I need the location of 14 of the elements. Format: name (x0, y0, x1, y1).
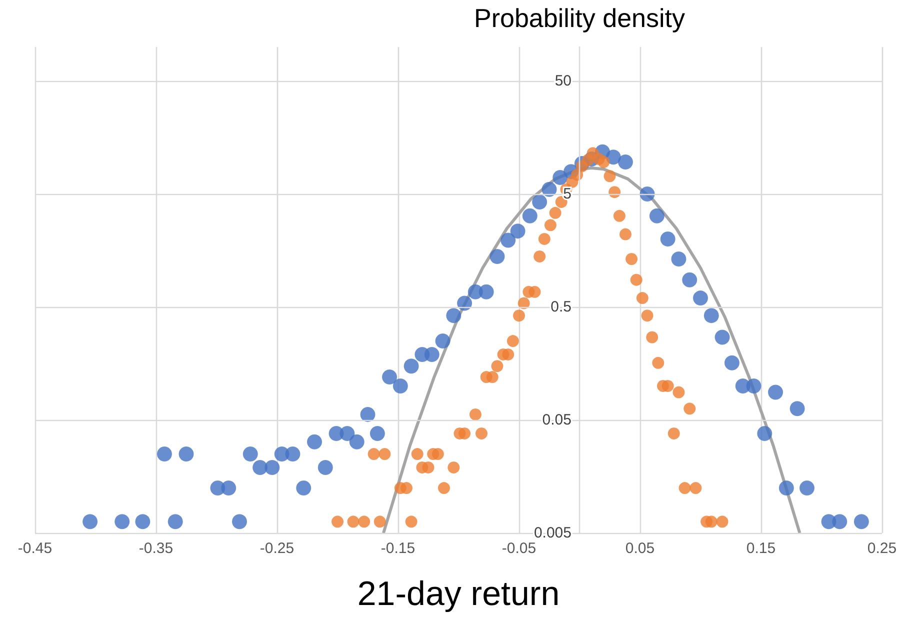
x-tick-label: -0.15 (380, 540, 416, 557)
y-tick-label: 50 (554, 72, 572, 90)
x-tick-label: 0.15 (746, 540, 776, 557)
y-tick-label: 0.05 (542, 412, 572, 429)
x-tick-label: -0.25 (260, 540, 294, 557)
y-axis-title: Probability density (474, 3, 685, 33)
x-tick-label: 0.05 (625, 540, 655, 557)
x-axis-title: 21-day return (357, 575, 560, 613)
y-tick-label: 0.005 (534, 524, 572, 542)
y-tick-label: 0.5 (550, 298, 572, 316)
x-tick-label: -0.05 (502, 540, 536, 557)
x-tick-label: -0.45 (18, 540, 52, 557)
x-tick-label: 0.25 (867, 540, 897, 557)
x-tick-label: -0.35 (138, 540, 174, 557)
